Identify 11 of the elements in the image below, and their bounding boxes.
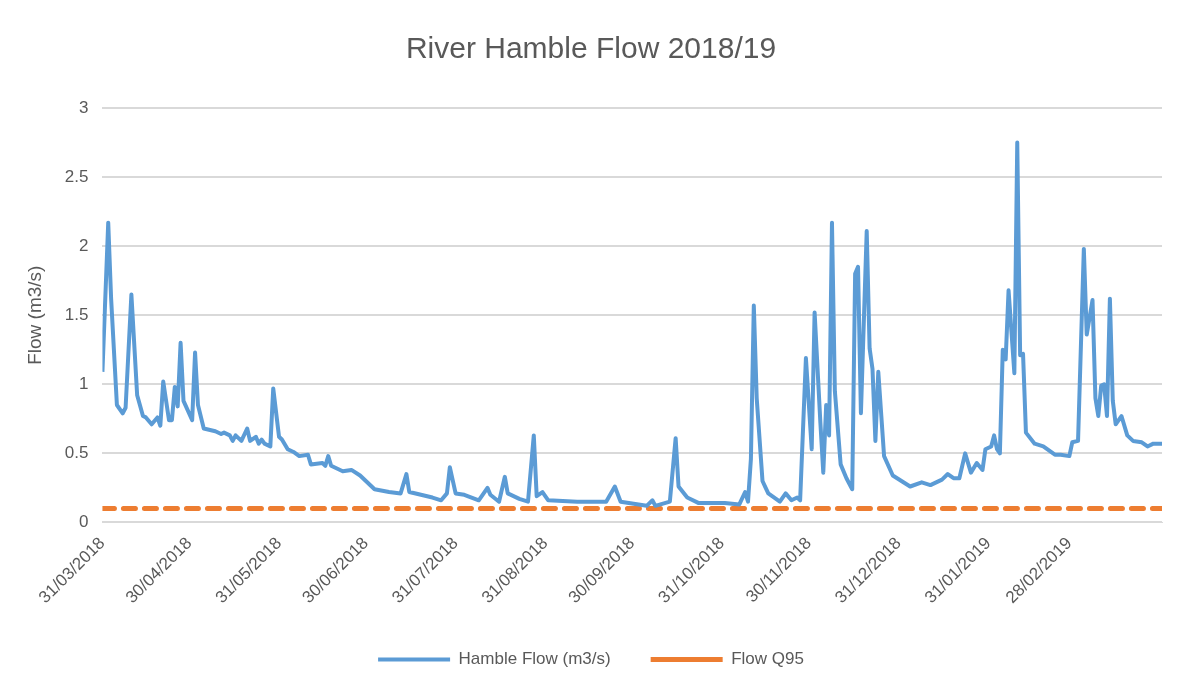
y-tick-label: 1 <box>78 373 89 393</box>
y-tick-label: 3 <box>78 97 89 117</box>
y-tick-label: 0.5 <box>64 443 89 463</box>
y-tick-label: 2.5 <box>64 166 89 186</box>
y-tick-label: 2 <box>78 235 89 255</box>
y-tick-label: 1.5 <box>64 304 89 324</box>
legend-label: Hamble Flow (m3/s) <box>458 649 611 669</box>
y-tick-label: 0 <box>78 512 89 532</box>
legend-label: Flow Q95 <box>731 649 804 669</box>
y-axis-title: Flow (m3/s) <box>23 265 45 365</box>
chart-title: River Hamble Flow 2018/19 <box>405 31 777 65</box>
